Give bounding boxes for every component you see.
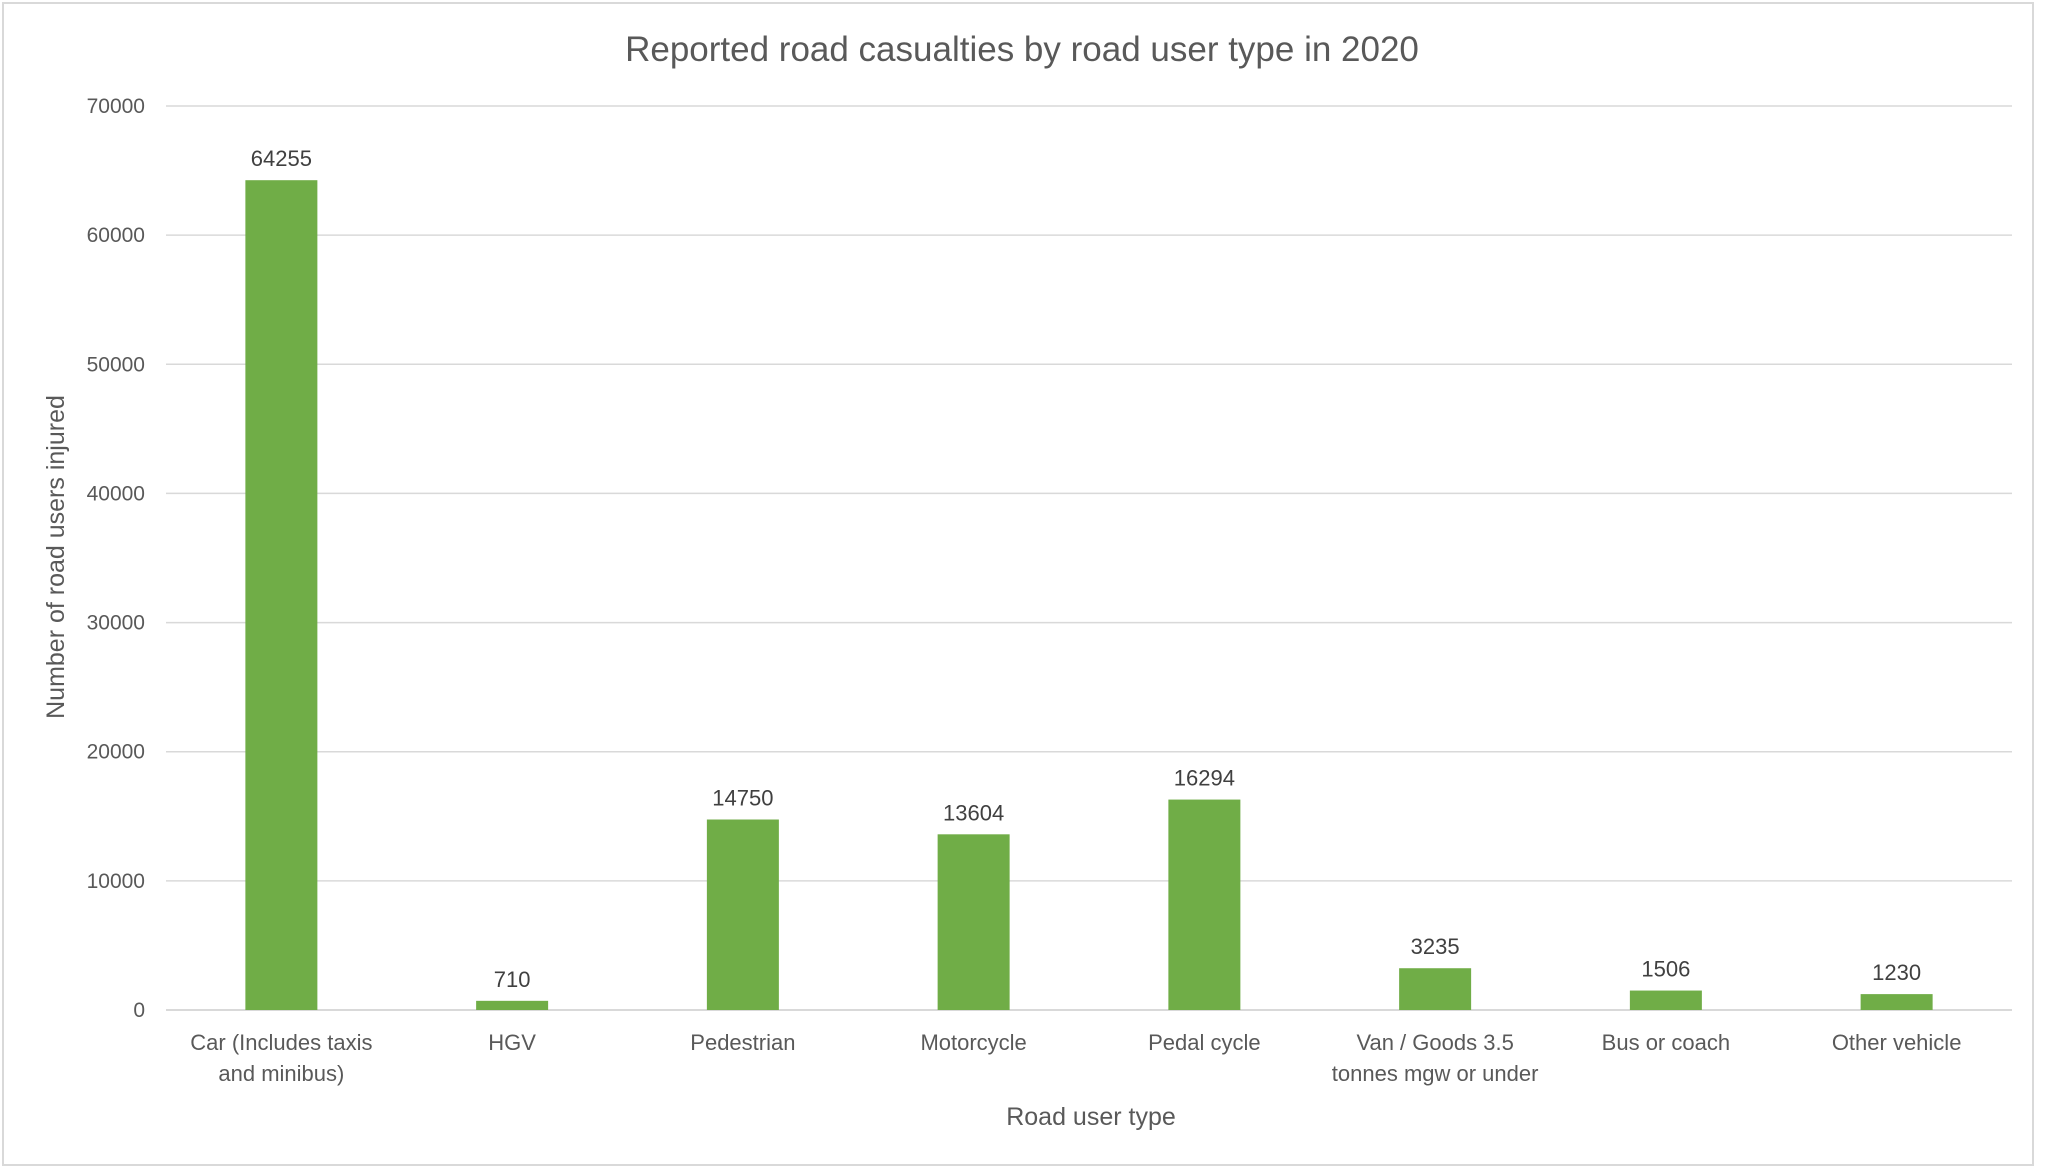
y-tick-label-30000: 30000 <box>87 612 145 635</box>
y-tick-label-20000: 20000 <box>87 741 145 764</box>
bar-1 <box>476 1000 549 1010</box>
x-category-label-6-line-0: Bus or coach <box>1602 1030 1730 1055</box>
x-category-label-7: Other vehicle <box>1832 1030 1962 1055</box>
x-category-label-4-line-0: Pedal cycle <box>1148 1030 1261 1055</box>
bar-2 <box>706 819 779 1010</box>
x-category-label-1: HGV <box>488 1030 536 1055</box>
x-category-label-5-line-0: Van / Goods 3.5 <box>1356 1030 1513 1055</box>
x-category-label-5: Van / Goods 3.5 tonnes mgw or under <box>1332 1030 1539 1086</box>
gridlines <box>166 105 2012 1011</box>
x-category-label-6: Bus or coach <box>1602 1030 1730 1055</box>
data-label-0: 64255 <box>251 146 312 171</box>
data-label-2: 14750 <box>712 786 773 811</box>
x-category-label-0-line-1: and minibus) <box>218 1061 344 1086</box>
x-category-label-1-line-0: HGV <box>488 1030 536 1055</box>
y-axis-title: Number of road users injured <box>42 395 70 719</box>
bar-6 <box>1629 990 1702 1010</box>
bar-3 <box>937 834 1010 1010</box>
x-category-label-0: Car (Includes taxis and minibus) <box>190 1030 372 1086</box>
x-category-label-3: Motorcycle <box>920 1030 1026 1055</box>
bars <box>245 180 1933 1010</box>
x-axis-title: Road user type <box>1006 1103 1176 1131</box>
x-category-label-3-line-0: Motorcycle <box>920 1030 1026 1055</box>
bar-5 <box>1399 968 1472 1010</box>
y-tick-label-0: 0 <box>133 999 145 1022</box>
chart-title: Reported road casualties by road user ty… <box>625 30 1419 69</box>
bar-0 <box>245 180 318 1010</box>
data-label-7: 1230 <box>1872 960 1921 985</box>
x-category-label-5-line-1: tonnes mgw or under <box>1332 1061 1539 1086</box>
x-category-label-2: Pedestrian <box>690 1030 795 1055</box>
y-tick-label-60000: 60000 <box>87 224 145 247</box>
data-label-1: 710 <box>494 967 531 992</box>
x-category-label-4: Pedal cycle <box>1148 1030 1261 1055</box>
x-category-label-0-line-0: Car (Includes taxis <box>190 1030 372 1055</box>
y-tick-label-40000: 40000 <box>87 482 145 505</box>
y-tick-label-10000: 10000 <box>87 870 145 893</box>
data-labels: 64255 710 14750 13604 16294 3235 1506 1230 <box>251 146 1921 992</box>
data-label-4: 16294 <box>1174 766 1235 791</box>
x-axis-category-labels: Car (Includes taxis and minibus) HGV Pedest… <box>190 1030 1961 1086</box>
x-category-label-2-line-0: Pedestrian <box>690 1030 795 1055</box>
x-category-label-7-line-0: Other vehicle <box>1832 1030 1962 1055</box>
y-axis-tick-labels: 0 10000 20000 30000 40000 50000 60000 70000 <box>87 95 145 1022</box>
data-label-5: 3235 <box>1411 934 1460 959</box>
bar-4 <box>1168 799 1241 1010</box>
y-tick-label-50000: 50000 <box>87 353 145 376</box>
data-label-6: 1506 <box>1641 957 1690 982</box>
bar-7 <box>1860 994 1933 1010</box>
data-label-3: 13604 <box>943 800 1004 825</box>
y-tick-label-70000: 70000 <box>87 95 145 118</box>
